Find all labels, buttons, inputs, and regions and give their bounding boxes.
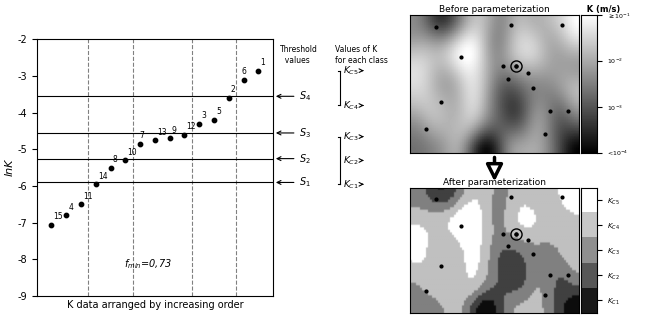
Text: 5: 5 [216, 108, 221, 116]
Point [61, 213, 71, 218]
Point [223, 95, 234, 101]
X-axis label: K data arranged by increasing order: K data arranged by increasing order [67, 300, 243, 310]
Point [194, 121, 204, 126]
Point [253, 68, 264, 73]
Text: 12: 12 [186, 122, 196, 131]
Point [149, 138, 160, 143]
Point [91, 182, 101, 187]
Text: $K_{C2}$: $K_{C2}$ [344, 154, 363, 167]
Point [105, 165, 116, 170]
Text: $S_{4}$: $S_{4}$ [277, 89, 312, 103]
Point [120, 158, 131, 163]
Text: $K_{C3}$: $K_{C3}$ [344, 130, 363, 143]
Point [208, 117, 219, 123]
Point [135, 141, 145, 147]
Text: $S_{3}$: $S_{3}$ [277, 126, 312, 140]
Text: $K_{C1}$: $K_{C1}$ [344, 178, 363, 190]
Point [179, 132, 190, 138]
Text: 13: 13 [157, 128, 166, 137]
Text: 14: 14 [98, 172, 108, 181]
Text: $K_{C5}$: $K_{C5}$ [344, 64, 363, 77]
Point [165, 136, 175, 141]
Text: 9: 9 [172, 126, 176, 135]
Text: $S_{2}$: $S_{2}$ [277, 152, 311, 165]
Title: Before parameterization: Before parameterization [439, 5, 550, 14]
Text: K (m/s): K (m/s) [581, 5, 620, 14]
Text: 11: 11 [83, 192, 93, 201]
Text: 15: 15 [54, 212, 63, 221]
Text: 4: 4 [69, 203, 73, 212]
Point [76, 202, 87, 207]
Text: 7: 7 [139, 131, 145, 140]
Text: 1: 1 [260, 58, 265, 67]
Text: 2: 2 [231, 86, 236, 94]
Point [238, 77, 249, 83]
Text: 8: 8 [113, 155, 117, 164]
Text: Threshold
  values: Threshold values [280, 45, 318, 65]
Text: 10: 10 [127, 148, 137, 157]
Text: Values of K
for each class: Values of K for each class [334, 45, 388, 65]
Y-axis label: lnK: lnK [5, 159, 15, 176]
Text: $S_{1}$: $S_{1}$ [277, 176, 311, 190]
Text: $K_{C4}$: $K_{C4}$ [344, 99, 363, 112]
Text: $f_{min}$=0,73: $f_{min}$=0,73 [123, 257, 171, 270]
Title: After parameterization: After parameterization [443, 178, 546, 187]
Point [46, 222, 57, 227]
Text: 3: 3 [201, 111, 206, 120]
Text: 6: 6 [241, 67, 246, 76]
